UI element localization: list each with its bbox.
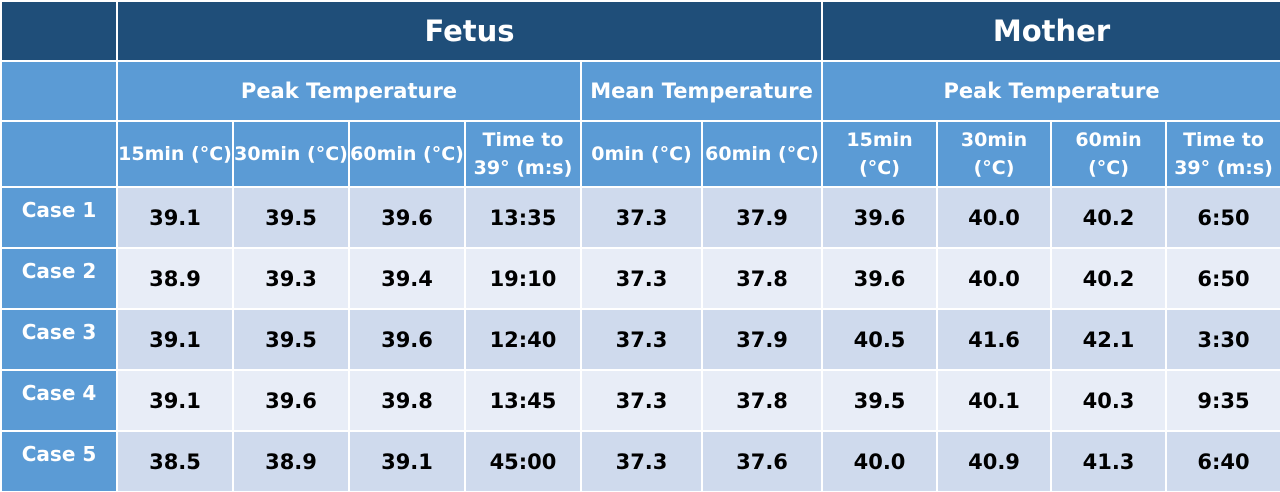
table-cell: 39.6 <box>821 186 939 249</box>
table-cell: 39.5 <box>232 186 350 249</box>
row-label: Case 4 <box>0 369 118 432</box>
column-header: 60min (°C) <box>1050 120 1168 188</box>
subgroup-header-mother-peak: Peak Temperature <box>821 60 1280 122</box>
table-cell: 38.5 <box>116 430 234 492</box>
table-cell: 45:00 <box>464 430 582 492</box>
corner-cell-top <box>0 0 118 62</box>
table-cell: 38.9 <box>116 247 234 310</box>
table-cell: 6:50 <box>1165 247 1280 310</box>
table-cell: 37.3 <box>580 308 703 371</box>
table-cell: 39.1 <box>116 308 234 371</box>
table-cell: 39.3 <box>232 247 350 310</box>
table-cell: 39.6 <box>232 369 350 432</box>
group-header-row: Fetus Mother <box>0 0 1280 62</box>
column-header: Time to 39° (m:s) <box>1165 120 1280 188</box>
table-cell: 40.0 <box>821 430 939 492</box>
table-cell: 39.6 <box>348 186 466 249</box>
table-cell: 41.3 <box>1050 430 1168 492</box>
table-cell: 39.1 <box>116 369 234 432</box>
table-row: Case 4 39.1 39.6 39.8 13:45 37.3 37.8 39… <box>0 369 1280 432</box>
table-row: Case 2 38.9 39.3 39.4 19:10 37.3 37.8 39… <box>0 247 1280 310</box>
table-cell: 6:50 <box>1165 186 1280 249</box>
column-header: Time to 39° (m:s) <box>464 120 582 188</box>
group-header-fetus: Fetus <box>115 0 824 62</box>
table-row: Case 3 39.1 39.5 39.6 12:40 37.3 37.9 40… <box>0 308 1280 371</box>
table-cell: 37.3 <box>580 430 703 492</box>
table-row: Case 5 38.5 38.9 39.1 45:00 37.3 37.6 40… <box>0 430 1280 492</box>
table-cell: 39.1 <box>348 430 466 492</box>
table-cell: 37.8 <box>700 369 824 432</box>
column-header: 30min (°C) <box>936 120 1053 188</box>
table-cell: 40.3 <box>1050 369 1168 432</box>
table-cell: 39.6 <box>821 247 939 310</box>
table-cell: 40.9 <box>936 430 1053 492</box>
table-cell: 37.6 <box>700 430 824 492</box>
row-label: Case 5 <box>0 430 118 492</box>
table-cell: 40.2 <box>1050 247 1168 310</box>
table-cell: 37.8 <box>700 247 824 310</box>
column-header: 0min (°C) <box>580 120 703 188</box>
table-cell: 39.6 <box>348 308 466 371</box>
table-cell: 19:10 <box>464 247 582 310</box>
column-header: 15min (°C) <box>821 120 939 188</box>
table-cell: 40.5 <box>821 308 939 371</box>
table-cell: 3:30 <box>1165 308 1280 371</box>
table-cell: 42.1 <box>1050 308 1168 371</box>
column-header: 60min (°C) <box>700 120 824 188</box>
table-cell: 38.9 <box>232 430 350 492</box>
table-cell: 39.5 <box>232 308 350 371</box>
group-header-mother: Mother <box>821 0 1280 62</box>
subgroup-header-fetus-mean: Mean Temperature <box>579 60 824 122</box>
subgroup-header-row: Peak Temperature Mean Temperature Peak T… <box>0 60 1280 122</box>
column-header: 30min (°C) <box>232 120 350 188</box>
table-cell: 37.9 <box>700 308 824 371</box>
column-header: 60min (°C) <box>348 120 466 188</box>
row-label: Case 3 <box>0 308 118 371</box>
table-cell: 39.5 <box>821 369 939 432</box>
table-cell: 37.3 <box>580 186 703 249</box>
table-cell: 39.4 <box>348 247 466 310</box>
table-cell: 12:40 <box>464 308 582 371</box>
table-cell: 13:45 <box>464 369 582 432</box>
table-cell: 37.9 <box>700 186 824 249</box>
table-cell: 41.6 <box>936 308 1053 371</box>
table-cell: 6:40 <box>1165 430 1280 492</box>
table-cell: 9:35 <box>1165 369 1280 432</box>
table-cell: 39.1 <box>116 186 234 249</box>
table-cell: 40.0 <box>936 247 1053 310</box>
corner-cell-bottom <box>0 120 118 188</box>
table-cell: 37.3 <box>580 369 703 432</box>
column-header-row: 15min (°C) 30min (°C) 60min (°C) Time to… <box>0 120 1280 188</box>
column-header: 15min (°C) <box>116 120 234 188</box>
row-label: Case 2 <box>0 247 118 310</box>
table-cell: 37.3 <box>580 247 703 310</box>
row-label: Case 1 <box>0 186 118 249</box>
table-cell: 40.1 <box>936 369 1053 432</box>
table-row: Case 1 39.1 39.5 39.6 13:35 37.3 37.9 39… <box>0 186 1280 249</box>
table-cell: 39.8 <box>348 369 466 432</box>
table-cell: 40.2 <box>1050 186 1168 249</box>
table-cell: 13:35 <box>464 186 582 249</box>
subgroup-header-fetus-peak: Peak Temperature <box>116 60 582 122</box>
corner-cell-middle <box>0 60 118 122</box>
table-cell: 40.0 <box>936 186 1053 249</box>
